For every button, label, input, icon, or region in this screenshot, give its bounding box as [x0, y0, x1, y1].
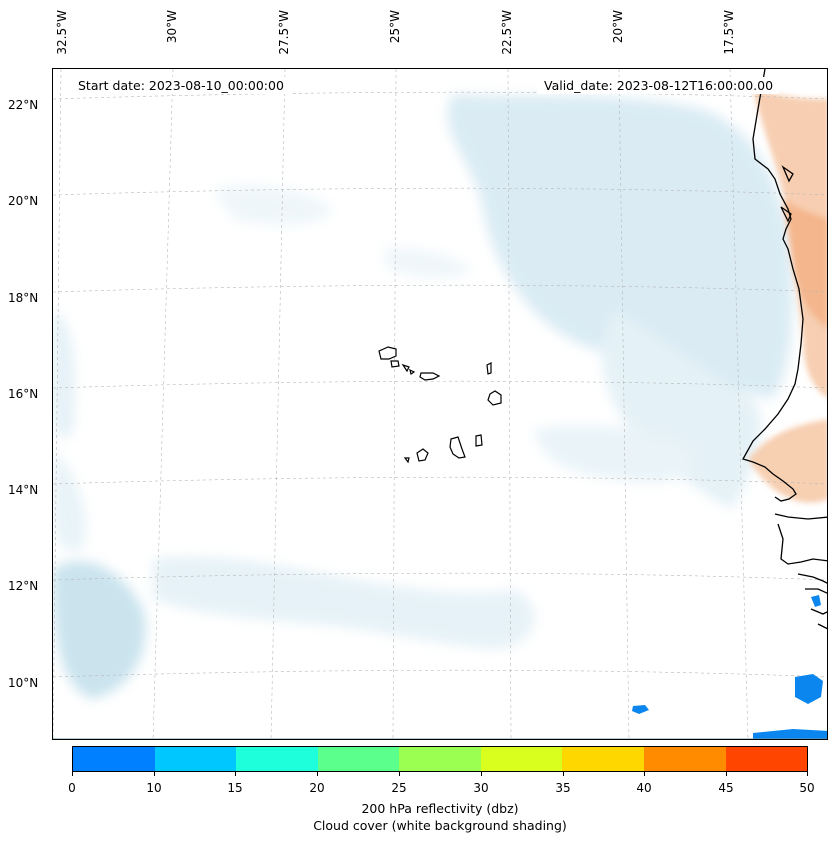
lon-label-27-5w: 27.5°W — [277, 10, 291, 55]
lat-label-14n: 14°N — [8, 483, 39, 497]
colorbar-tick-label: 0 — [68, 781, 76, 795]
graticule — [53, 69, 827, 739]
colorbar-tick-mark — [807, 772, 808, 776]
valid-date-label: Valid_date: 2023-08-12T16:00:00.00 — [538, 77, 780, 94]
colorbar-tick-label: 10 — [146, 781, 162, 795]
cape-verde-islands — [378, 346, 502, 464]
colorbar-tick-mark — [399, 772, 400, 776]
colorbar-tick-label: 20 — [309, 781, 325, 795]
colorbar-tick-label: 25 — [391, 781, 407, 795]
colorbar-segment-6 — [562, 747, 644, 771]
colorbar-tick-label: 50 — [799, 781, 815, 795]
lon-label-25w: 25°W — [388, 10, 402, 44]
colorbar-tick-mark — [72, 772, 73, 776]
colorbar-tick-mark — [235, 772, 236, 776]
map-plot-area — [52, 68, 828, 740]
lat-label-12n: 12°N — [8, 579, 39, 593]
colorbar-tick-mark — [726, 772, 727, 776]
colorbar-tick-mark — [481, 772, 482, 776]
lon-label-20w: 20°W — [611, 10, 625, 44]
colorbar-tick-label: 35 — [555, 781, 571, 795]
colorbar-segment-2 — [236, 747, 318, 771]
colorbar-tick-label: 45 — [718, 781, 734, 795]
lon-label-32-5w: 32.5°W — [55, 10, 69, 55]
colorbar-sublabel: Cloud cover (white background shading) — [313, 818, 567, 833]
lat-label-16n: 16°N — [8, 387, 39, 401]
africa-coastline — [742, 69, 827, 630]
land-reflectivity-shading — [748, 89, 827, 503]
lon-label-22-5w: 22.5°W — [500, 10, 514, 55]
lat-label-10n: 10°N — [8, 676, 39, 690]
colorbar-segment-3 — [317, 747, 400, 771]
colorbar-tick-label: 30 — [473, 781, 489, 795]
reflectivity-cells — [632, 595, 827, 739]
colorbar-tick-mark — [154, 772, 155, 776]
cloud-cover-shading — [53, 94, 793, 699]
colorbar-tick-mark — [317, 772, 318, 776]
colorbar — [72, 746, 808, 772]
colorbar-tick-label: 40 — [636, 781, 652, 795]
colorbar-segment-1 — [154, 747, 237, 771]
colorbar-tick-label: 15 — [227, 781, 243, 795]
start-date-label: Start date: 2023-08-10_00:00:00 — [72, 77, 290, 94]
colorbar-label: 200 hPa reflectivity (dbz) — [361, 801, 519, 816]
colorbar-segment-5 — [480, 747, 563, 771]
colorbar-segment-4 — [399, 747, 481, 771]
colorbar-segment-7 — [643, 747, 726, 771]
lat-label-22n: 22°N — [8, 98, 39, 112]
lat-label-18n: 18°N — [8, 291, 39, 305]
map-canvas — [53, 69, 827, 739]
colorbar-segment-0 — [73, 747, 155, 771]
lat-label-20n: 20°N — [8, 194, 39, 208]
colorbar-tick-mark — [644, 772, 645, 776]
colorbar-tick-mark — [563, 772, 564, 776]
lon-label-30w: 30°W — [165, 10, 179, 44]
colorbar-segment-8 — [725, 747, 808, 771]
lon-label-17-5w: 17.5°W — [722, 10, 736, 55]
